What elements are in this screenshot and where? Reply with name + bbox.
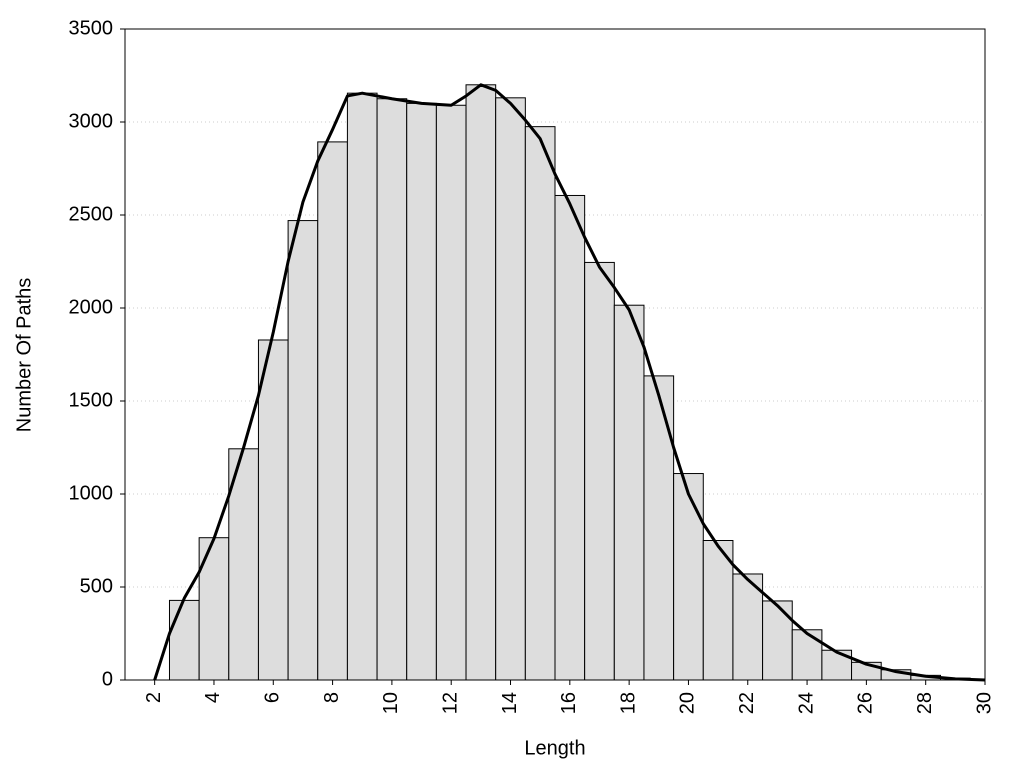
bar [613, 304, 645, 681]
x-tick-label: 8 [321, 692, 343, 703]
y-tick-label: 2500 [69, 203, 114, 225]
y-tick-label: 1500 [69, 389, 114, 411]
x-tick-label: 22 [736, 692, 758, 714]
x-tick-label: 14 [499, 692, 521, 714]
bar [346, 92, 378, 681]
y-tick-label: 1000 [69, 482, 114, 504]
y-tick-label: 3000 [69, 110, 114, 132]
x-tick-label: 24 [795, 692, 817, 714]
bar [317, 141, 348, 681]
bar [762, 600, 793, 681]
bar [465, 84, 497, 681]
y-tick-label: 500 [80, 575, 113, 597]
bar [168, 599, 200, 681]
bar [406, 102, 437, 681]
bar [376, 98, 408, 681]
bar [673, 473, 704, 681]
bar [495, 97, 526, 681]
x-tick-label: 10 [380, 692, 402, 714]
x-tick-label: 2 [143, 692, 165, 703]
bar [791, 629, 823, 681]
x-tick-label: 30 [973, 692, 995, 714]
y-tick-label: 0 [102, 668, 113, 690]
x-tick-label: 16 [558, 692, 580, 714]
bar [643, 375, 675, 681]
density-line [153, 83, 986, 682]
x-tick-label: 18 [617, 692, 639, 714]
bar [257, 339, 289, 681]
x-tick-label: 26 [855, 692, 877, 714]
bar [821, 649, 853, 681]
x-tick-label: 28 [914, 692, 936, 714]
x-tick-label: 4 [202, 692, 224, 703]
bar [435, 104, 467, 681]
bar [732, 573, 764, 681]
x-tick-label: 6 [262, 692, 284, 703]
x-axis-label: Length [524, 737, 585, 759]
y-tick-label: 2000 [69, 296, 114, 318]
plot-frame [124, 28, 986, 681]
bar [287, 220, 319, 681]
bar [524, 126, 556, 681]
y-axis-label: Number Of Paths [13, 278, 35, 433]
y-tick-label: 3500 [69, 17, 114, 39]
bar [554, 194, 586, 681]
bar [584, 261, 615, 681]
x-tick-label: 20 [677, 692, 699, 714]
x-tick-label: 12 [439, 692, 461, 714]
